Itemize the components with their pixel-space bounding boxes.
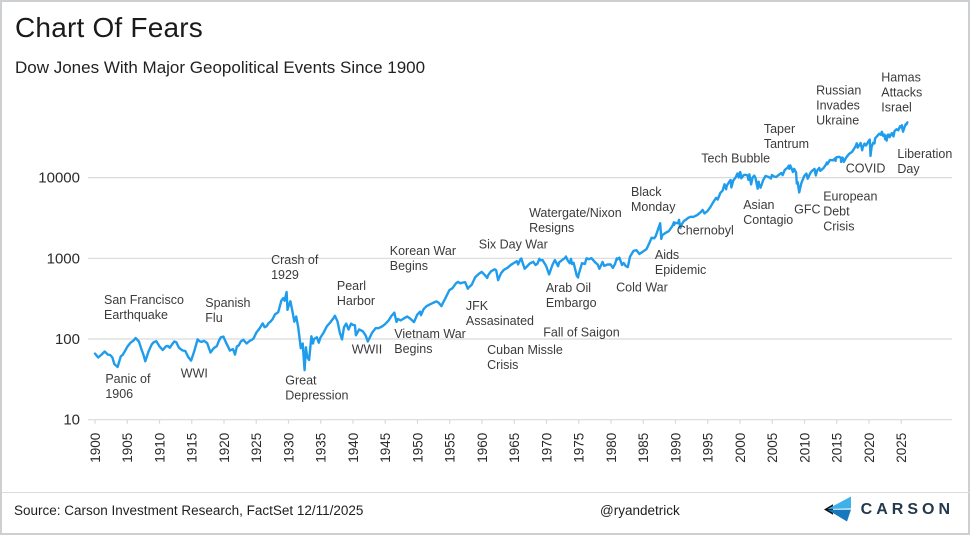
- svg-text:Fall of Saigon: Fall of Saigon: [543, 326, 619, 340]
- svg-text:1925: 1925: [249, 433, 264, 463]
- carson-chevron-icon: [823, 496, 851, 522]
- svg-text:10: 10: [63, 412, 80, 429]
- svg-text:2025: 2025: [894, 433, 909, 463]
- svg-text:Cold War: Cold War: [616, 280, 668, 294]
- svg-text:2000: 2000: [733, 433, 748, 463]
- svg-text:Chernobyl: Chernobyl: [677, 223, 734, 237]
- page-subtitle: Dow Jones With Major Geopolitical Events…: [15, 58, 426, 77]
- svg-text:2020: 2020: [862, 433, 877, 463]
- svg-text:WWI: WWI: [181, 366, 208, 380]
- svg-text:1940: 1940: [346, 433, 361, 463]
- svg-text:10000: 10000: [38, 170, 80, 187]
- svg-text:1960: 1960: [475, 433, 490, 463]
- svg-text:2010: 2010: [798, 433, 813, 463]
- svg-text:1985: 1985: [636, 433, 651, 463]
- svg-text:1900: 1900: [88, 433, 103, 463]
- carson-logo: CARSON: [822, 496, 954, 523]
- svg-text:1975: 1975: [572, 433, 587, 463]
- svg-text:1990: 1990: [669, 433, 684, 463]
- svg-text:WWII: WWII: [352, 343, 383, 357]
- svg-text:1950: 1950: [411, 433, 426, 463]
- footer-divider: [2, 492, 970, 493]
- svg-text:1935: 1935: [314, 433, 329, 463]
- svg-text:COVID: COVID: [846, 161, 886, 175]
- carson-wordmark: CARSON: [860, 500, 954, 518]
- dow-jones-line: [93, 121, 909, 372]
- source-text: Source: Carson Investment Research, Fact…: [14, 503, 364, 518]
- svg-text:2005: 2005: [765, 433, 780, 463]
- dow-jones-fear-chart: 10 100 1000 10000 1900 1905 1910 1915 1920 1925 19…: [38, 71, 952, 463]
- svg-text:100: 100: [55, 331, 80, 348]
- svg-text:Six Day War: Six Day War: [479, 238, 548, 252]
- twitter-handle: @ryandetrick: [600, 503, 680, 518]
- event-annotations: San Francisco Earthquake Panic of 1906 Spani…: [104, 71, 952, 403]
- svg-text:GFC: GFC: [794, 203, 820, 217]
- svg-text:1955: 1955: [443, 433, 458, 463]
- svg-text:1910: 1910: [153, 433, 168, 463]
- svg-text:1945: 1945: [378, 433, 393, 463]
- svg-text:1980: 1980: [604, 433, 619, 463]
- svg-text:1995: 1995: [701, 433, 716, 463]
- svg-text:1905: 1905: [120, 433, 135, 463]
- svg-text:1965: 1965: [507, 433, 522, 463]
- page-title: Chart Of Fears: [15, 12, 203, 43]
- svg-text:2015: 2015: [830, 433, 845, 463]
- svg-text:1915: 1915: [185, 433, 200, 463]
- svg-text:1000: 1000: [47, 250, 80, 267]
- svg-text:1920: 1920: [217, 433, 232, 463]
- svg-text:1930: 1930: [282, 433, 297, 463]
- svg-text:1970: 1970: [540, 433, 555, 463]
- axis-labels: 10 100 1000 10000 1900 1905 1910 1915 1920 1925 19…: [38, 170, 909, 463]
- svg-text:Tech Bubble: Tech Bubble: [701, 151, 770, 165]
